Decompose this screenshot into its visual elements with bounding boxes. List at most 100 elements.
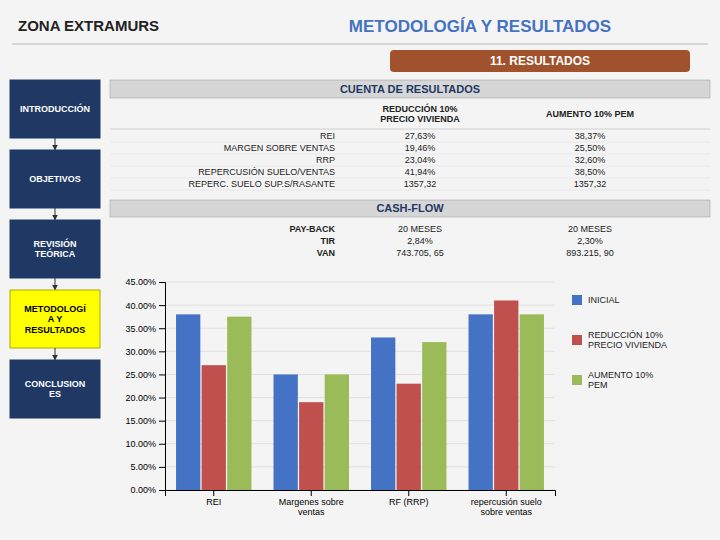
text-line: 38,37% — [575, 131, 606, 141]
axis-line — [159, 283, 166, 491]
column-header: REDUCCIÓN 10%PRECIO VIVIENDA — [380, 103, 460, 124]
tick-label: 10.00% — [125, 439, 156, 449]
tick: Margenes sobreventas — [279, 490, 344, 517]
cell: 25,50% — [575, 143, 606, 153]
bar — [520, 314, 544, 490]
text-line: Margenes sobre — [279, 497, 344, 507]
text-line: REDUCCIÓN 10% — [382, 103, 457, 114]
text-line: A Y — [48, 314, 63, 324]
nav-label: OBJETIVOS — [29, 174, 81, 184]
text-line: RRP — [316, 155, 335, 165]
nav-item — [10, 220, 100, 278]
cell: 2,84% — [407, 236, 433, 246]
tick-mark — [159, 444, 165, 445]
nav-label: CONCLUSIONES — [25, 379, 86, 399]
legend-swatch — [572, 295, 582, 305]
text-line: 19,46% — [405, 143, 436, 153]
section-badge — [390, 50, 690, 72]
legend-label: AUMENTO 10%PEM — [588, 370, 653, 390]
text-line: PRECIO VIVIENDA — [380, 114, 460, 124]
grid-line — [165, 282, 555, 283]
tick: repercusión suelosobre ventas — [471, 490, 542, 517]
nav-item — [10, 360, 100, 418]
tick-mark — [159, 374, 165, 375]
text-line: MARGEN SOBRE VENTAS — [224, 143, 335, 153]
nav-item — [10, 150, 100, 208]
text-line: REDUCCIÓN 10% — [588, 330, 663, 340]
text-line: TIR — [321, 236, 336, 246]
row-label: VAN — [317, 248, 335, 258]
text-line: PAY-BACK — [289, 224, 335, 234]
cashflow-header: CASH-FLOW — [376, 202, 444, 214]
text-line: 2,30% — [577, 236, 603, 246]
row-separator — [110, 190, 710, 191]
cell: 893.215, 90 — [566, 248, 614, 258]
text-line: METODOLOGÍA Y RESULTADOS — [349, 17, 611, 36]
tick: 45.00% — [125, 277, 165, 287]
text-line: INTRODUCCIÓN — [20, 103, 90, 114]
text-line: AUMENTO 10% PEM — [546, 109, 634, 119]
text-line: 20 MESES — [398, 224, 442, 234]
text-line: RF (RRP) — [389, 497, 429, 507]
cell: 23,04% — [405, 155, 436, 165]
tick-label: 5.00% — [130, 462, 156, 472]
row-label: REPERCUSIÓN SUELO/VENTAS — [198, 167, 335, 177]
cell: 19,46% — [405, 143, 436, 153]
row-separator — [110, 129, 710, 130]
tick-label: 25.00% — [125, 370, 156, 380]
nav-arrow — [55, 138, 56, 150]
tick-mark — [159, 490, 165, 491]
text-line: AUMENTO 10% — [588, 370, 653, 380]
tick-mark — [159, 305, 165, 306]
text-line: REVISIÓN — [33, 238, 76, 249]
text-line: 25,50% — [575, 143, 606, 153]
rule — [12, 44, 708, 45]
text-line: INICIAL — [588, 295, 620, 305]
bar — [371, 337, 395, 490]
nav-item — [10, 80, 100, 138]
tick-label: repercusión suelosobre ventas — [471, 497, 542, 517]
text-line: METODOLOGÍ — [24, 304, 86, 314]
legend-swatch — [572, 375, 582, 385]
text-line: repercusión suelo — [471, 497, 542, 507]
tick-mark — [506, 490, 507, 496]
row-label: PAY-BACK — [289, 224, 335, 234]
text-line: 41,94% — [405, 167, 436, 177]
cell: 743.705, 65 — [396, 248, 444, 258]
text-line: OBJETIVOS — [29, 174, 81, 184]
tick-mark — [159, 398, 165, 399]
text-line: PRECIO VIVIENDA — [588, 340, 667, 350]
title-left: ZONA EXTRAMURS — [18, 17, 159, 34]
tick: 0.00% — [130, 485, 165, 495]
row-label: TIR — [321, 236, 336, 246]
tick-label: REI — [206, 497, 221, 507]
cell: 32,60% — [575, 155, 606, 165]
text-line: REPERCUSIÓN SUELO/VENTAS — [198, 167, 335, 177]
legend: INICIAL REDUCCIÓN 10%PRECIO VIVIENDA AUMEN… — [572, 295, 667, 390]
bar — [494, 300, 518, 490]
cell: 2,30% — [577, 236, 603, 246]
bar — [325, 374, 349, 490]
legend-label: INICIAL — [588, 295, 620, 305]
tick: 20.00% — [125, 393, 165, 403]
nav-arrow — [55, 208, 56, 220]
tick-mark — [159, 421, 165, 422]
title-right: METODOLOGÍA Y RESULTADOS — [349, 17, 611, 36]
cashflow-header-band — [110, 200, 710, 217]
row-label: MARGEN SOBRE VENTAS — [224, 143, 335, 153]
tick-mark — [159, 328, 165, 329]
tick-label: 0.00% — [130, 485, 156, 495]
column-header: AUMENTO 10% PEM — [546, 109, 634, 119]
bar — [397, 384, 421, 490]
nav-item-active — [10, 290, 100, 348]
text-line: 1357,32 — [404, 179, 437, 189]
text-line: CASH-FLOW — [376, 202, 444, 214]
header: ZONA EXTRAMURSMETODOLOGÍA Y RESULTADOS11… — [12, 17, 708, 72]
nav-label: METODOLOGÍA YRESULTADOS — [24, 304, 86, 335]
text-line: 32,60% — [575, 155, 606, 165]
bar — [274, 374, 298, 490]
tick-label: 15.00% — [125, 416, 156, 426]
cell: 38,37% — [575, 131, 606, 141]
series — [202, 300, 519, 490]
row-label: RRP — [316, 155, 335, 165]
